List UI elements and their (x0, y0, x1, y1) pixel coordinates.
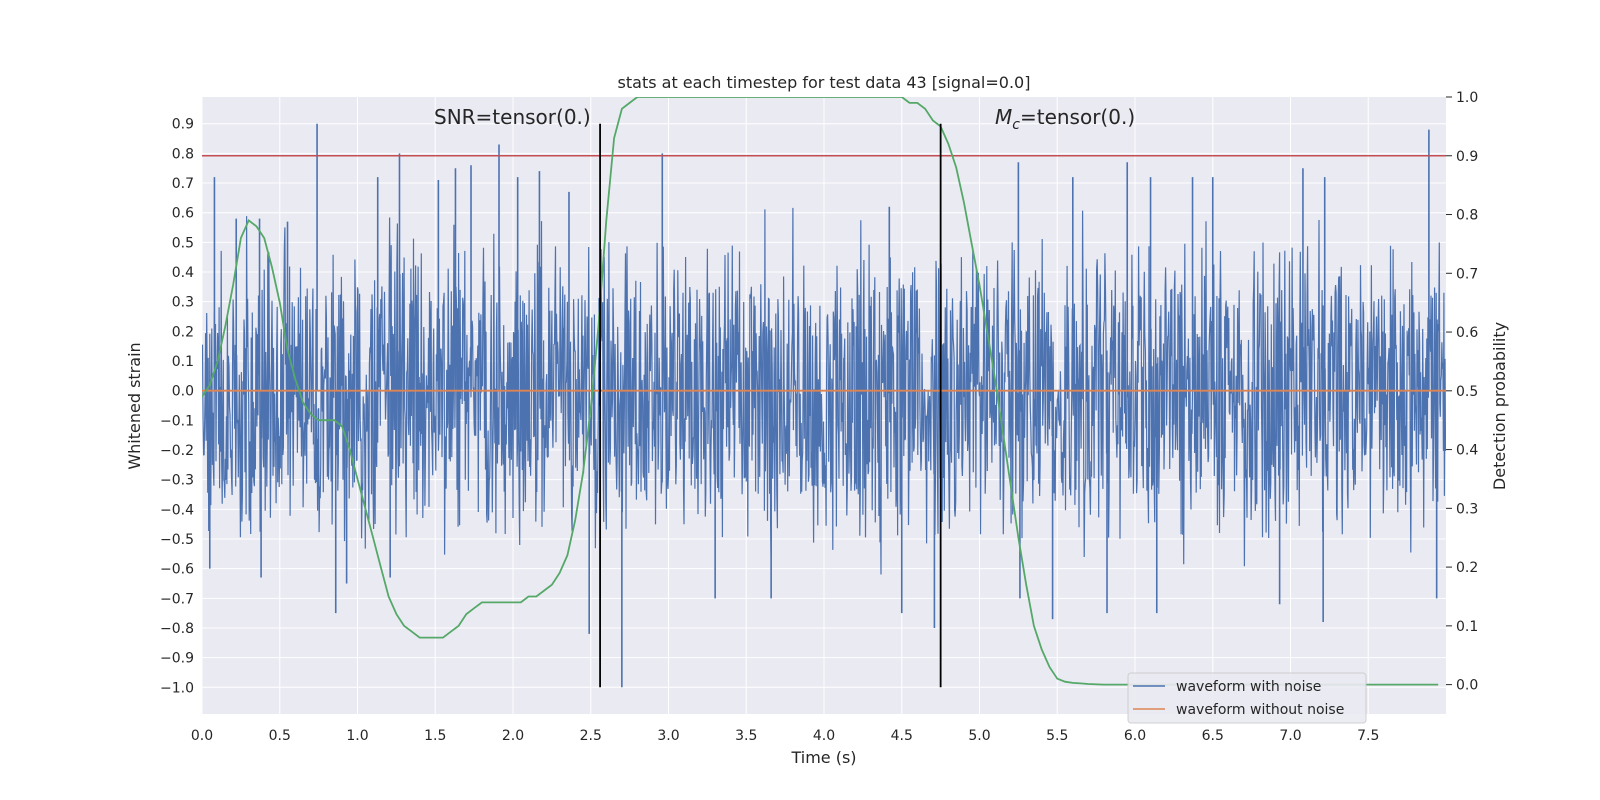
y-tick-label-right: 0.6 (1456, 325, 1478, 341)
mc-subscript: c (1012, 117, 1020, 133)
y-tick-label-left: −0.3 (160, 473, 194, 489)
noise-trace (202, 207, 1446, 575)
y-tick-label-left: −0.4 (160, 502, 194, 518)
y-tick-label-left: 0.2 (172, 324, 194, 340)
noise-series (202, 123, 1446, 688)
y-tick-label-right: 0.0 (1456, 678, 1478, 694)
y-tick-label-left: −0.8 (160, 621, 194, 637)
mc-annotation: Mc=tensor(0.) (995, 105, 1135, 133)
y-tick-label-left: −0.9 (160, 651, 194, 667)
y-tick-label-left: −0.1 (160, 413, 194, 429)
y-axis-label-right: Detection probability (1490, 322, 1509, 490)
y-tick-label-left: 0.4 (172, 265, 194, 281)
detection-probability-line (202, 97, 1439, 686)
y-tick-label-left: 0.6 (172, 206, 194, 222)
mc-symbol: M (995, 105, 1012, 129)
y-ticks-right: 0.0 0.1 0.2 0.3 0.4 0.5 0.6 0.7 0.8 0.9 1.0 (1446, 90, 1478, 694)
x-tick-label: 5.0 (968, 728, 990, 744)
x-tick-label: 5.5 (1046, 728, 1068, 744)
y-tick-label-right: 0.1 (1456, 619, 1478, 635)
y-tick-label-right: 0.7 (1456, 266, 1478, 282)
y-tick-label-right: 0.2 (1456, 560, 1478, 576)
y-tick-label-right: 1.0 (1456, 90, 1478, 106)
x-tick-label: 0.5 (269, 728, 291, 744)
overlay-lines (202, 97, 1446, 688)
y-axis-label-left: Whitened strain (125, 342, 144, 469)
legend: waveform with noise waveform without noi… (1127, 672, 1367, 724)
y-tick-label-left: −0.5 (160, 532, 194, 548)
x-tick-label: 4.5 (891, 728, 913, 744)
x-tick-label: 3.0 (657, 728, 679, 744)
x-tick-label: 3.5 (735, 728, 757, 744)
y-tick-label-left: −0.2 (160, 443, 194, 459)
y-tick-label-left: 0.5 (172, 235, 194, 251)
x-tick-label: 2.5 (580, 728, 602, 744)
y-tick-label-right: 0.3 (1456, 501, 1478, 517)
y-tick-label-left: −0.6 (160, 562, 194, 578)
x-tick-label: 6.5 (1202, 728, 1224, 744)
y-tick-label-left: 0.3 (172, 295, 194, 311)
y-tick-label-right: 0.5 (1456, 384, 1478, 400)
chart-title: stats at each timestep for test data 43 … (618, 73, 1031, 92)
legend-label-clean: waveform without noise (1176, 702, 1344, 718)
y-tick-label-right: 0.8 (1456, 208, 1478, 224)
y-ticks-left: −1.0 −0.9 −0.8 −0.7 −0.6 −0.5 −0.4 −0.3 −0.2 −0.1… (160, 117, 194, 697)
legend-box (1127, 672, 1367, 724)
x-tick-label: 2.0 (502, 728, 524, 744)
y-tick-label-left: 0.7 (172, 176, 194, 192)
y-tick-label-right: 0.4 (1456, 443, 1478, 459)
legend-label-noise: waveform with noise (1176, 679, 1321, 695)
y-tick-label-right: 0.9 (1456, 149, 1478, 165)
x-axis-label: Time (s) (790, 748, 856, 767)
x-tick-label: 1.5 (424, 728, 446, 744)
x-tick-label: 7.0 (1279, 728, 1301, 744)
y-tick-label-left: −1.0 (160, 680, 194, 696)
x-ticks: 0.0 0.5 1.0 1.5 2.0 2.5 3.0 3.5 4.0 4.5 5.0 5.5 6.0 6… (191, 728, 1380, 744)
y-tick-label-left: 0.1 (172, 354, 194, 370)
y-tick-label-left: −0.7 (160, 591, 194, 607)
snr-annotation: SNR=tensor(0.) (434, 105, 591, 129)
y-tick-label-left: 0.9 (172, 117, 194, 133)
y-tick-label-left: 0.0 (172, 384, 194, 400)
x-tick-label: 4.0 (813, 728, 835, 744)
mc-value: =tensor(0.) (1020, 105, 1135, 129)
x-tick-label: 7.5 (1357, 728, 1379, 744)
x-tick-label: 6.0 (1124, 728, 1146, 744)
x-tick-label: 0.0 (191, 728, 213, 744)
y-tick-label-left: 0.8 (172, 146, 194, 162)
x-tick-label: 1.0 (346, 728, 368, 744)
